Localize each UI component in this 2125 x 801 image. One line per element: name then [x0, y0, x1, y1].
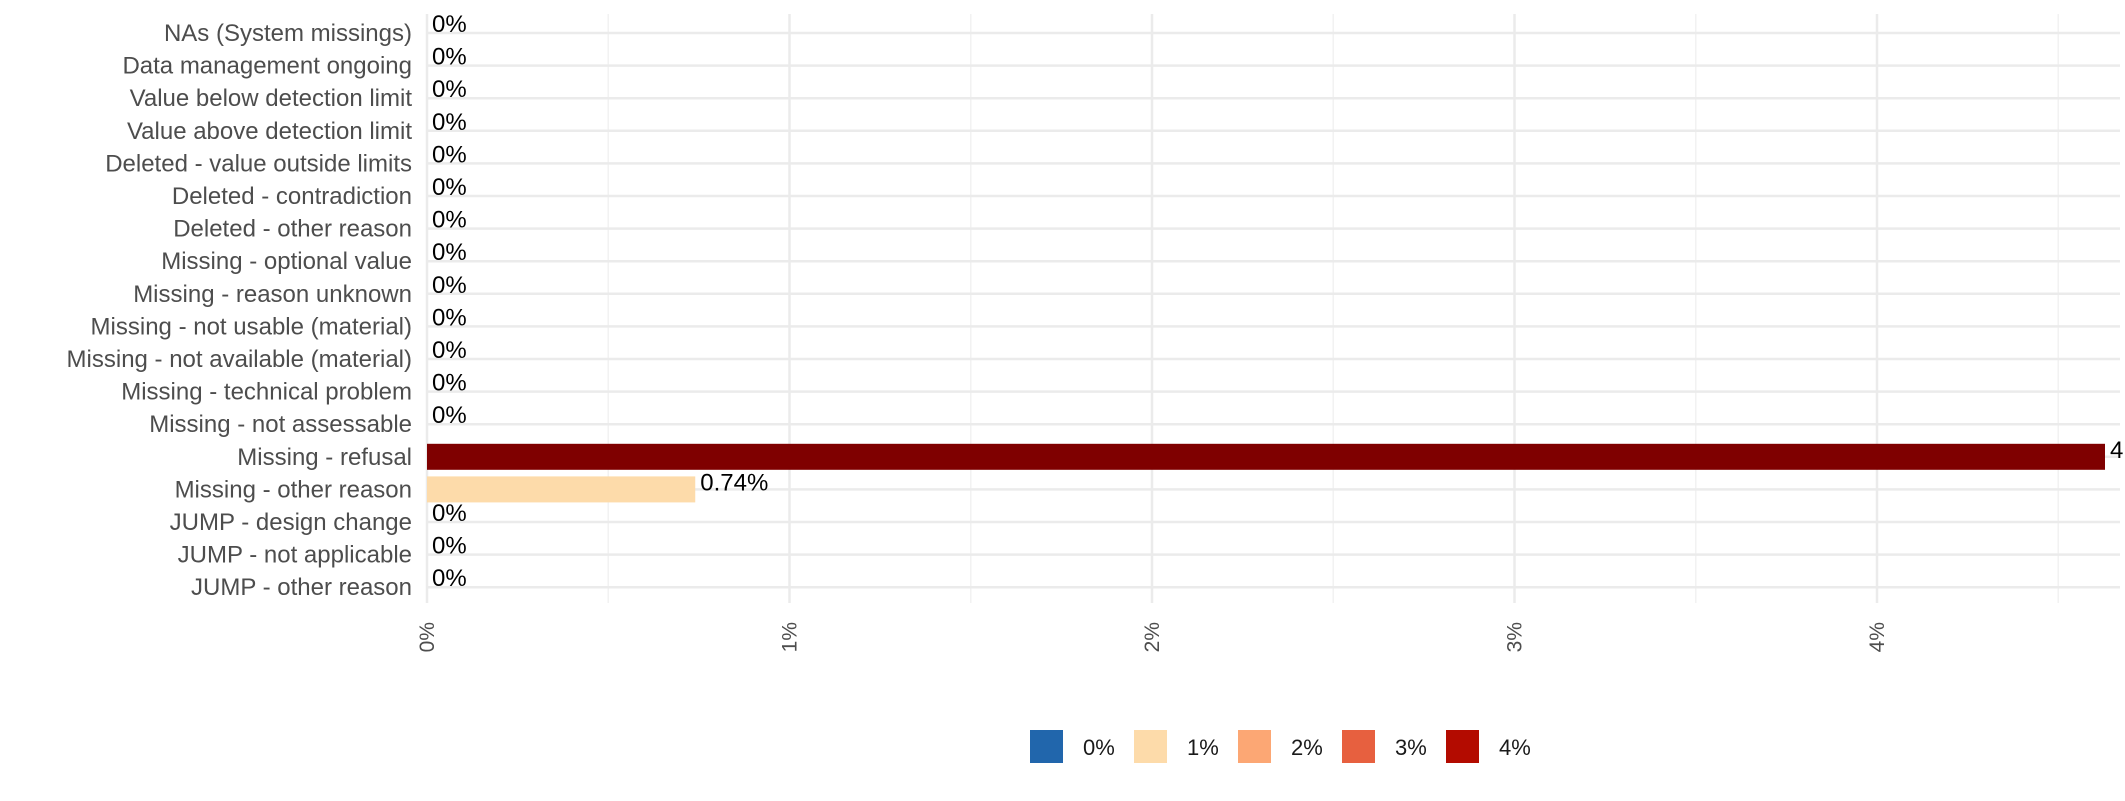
category-label: Missing - not usable (material) — [91, 313, 412, 340]
category-label: JUMP - not applicable — [178, 542, 412, 569]
category-label: Deleted - other reason — [173, 216, 412, 243]
category-label: Value below detection limit — [130, 85, 413, 112]
value-label: 0% — [432, 402, 467, 429]
value-label: 0% — [432, 76, 467, 103]
value-label: 0% — [432, 304, 467, 331]
value-label: 0% — [432, 370, 467, 397]
value-labels: 0% 0% 0% 0% 0% 0% 0% 0% 0% 0% 0% 0% 0% 4 0.74% 0% 0% 0% — [432, 11, 2123, 592]
category-label: Missing - optional value — [161, 248, 412, 275]
category-label: Value above detection limit — [127, 118, 412, 145]
legend-label: 4% — [1499, 735, 1531, 760]
category-label: Missing - refusal — [237, 444, 412, 471]
value-label: 0% — [432, 44, 467, 71]
value-label: 0% — [432, 174, 467, 201]
value-label: 4 — [2110, 437, 2123, 464]
legend-key — [1342, 730, 1375, 763]
value-label: 0% — [432, 141, 467, 168]
value-label: 0% — [432, 533, 467, 560]
value-label: 0% — [432, 272, 467, 299]
value-label: 0% — [432, 109, 467, 136]
legend-label: 0% — [1083, 735, 1115, 760]
bars — [427, 443, 2105, 503]
value-label: 0% — [432, 500, 467, 527]
category-label: Deleted - value outside limits — [105, 150, 412, 177]
legend-label: 1% — [1187, 735, 1219, 760]
x-axis-ticks: 0% 1% 2% 3% 4% — [416, 622, 1889, 652]
category-label: JUMP - other reason — [191, 574, 412, 601]
x-tick-label: 2% — [1141, 622, 1164, 652]
category-label: Missing - other reason — [175, 476, 412, 503]
category-label: Missing - not assessable — [149, 411, 412, 438]
category-label: Data management ongoing — [122, 53, 412, 80]
legend: 0% 1% 2% 3% 4% — [1030, 730, 1531, 763]
grid-lines — [425, 14, 2120, 603]
category-label: Missing - reason unknown — [133, 281, 412, 308]
x-tick-label: 0% — [416, 622, 439, 652]
value-label: 0% — [432, 337, 467, 364]
category-label: JUMP - design change — [170, 509, 412, 536]
legend-label: 2% — [1291, 735, 1323, 760]
value-label: 0% — [432, 565, 467, 592]
value-label: 0% — [432, 207, 467, 234]
value-label: 0% — [432, 11, 467, 38]
x-tick-label: 1% — [779, 622, 802, 652]
x-tick-label: 4% — [1866, 622, 1889, 652]
legend-key — [1134, 730, 1167, 763]
bar — [427, 476, 696, 503]
legend-label: 3% — [1395, 735, 1427, 760]
legend-key — [1238, 730, 1271, 763]
category-label: Deleted - contradiction — [172, 183, 412, 210]
legend-key — [1446, 730, 1479, 763]
legend-key — [1030, 730, 1063, 763]
bar — [427, 443, 2105, 470]
category-label: Missing - technical problem — [121, 379, 412, 406]
value-label: 0% — [432, 239, 467, 266]
category-label: Missing - not available (material) — [67, 346, 412, 373]
value-label: 0.74% — [700, 469, 768, 496]
x-tick-label: 3% — [1504, 622, 1527, 652]
category-label: NAs (System missings) — [164, 20, 412, 47]
category-labels: NAs (System missings) Data management ong… — [67, 20, 413, 601]
